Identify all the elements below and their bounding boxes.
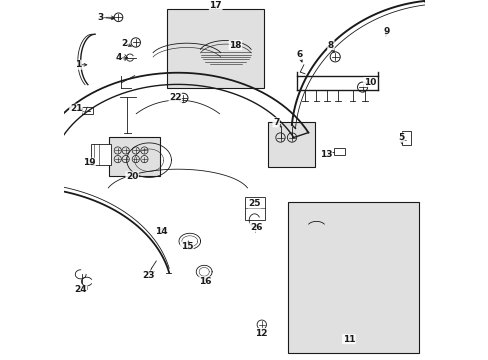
Text: 21: 21 [70,104,82,113]
Text: 1: 1 [75,60,81,69]
Text: 14: 14 [154,227,167,236]
Bar [333,148,344,155]
Text: 4: 4 [115,53,122,62]
Text: 15: 15 [180,242,193,251]
Text: 5: 5 [397,133,404,142]
Bar [244,197,264,220]
Text: 2: 2 [121,39,127,48]
Text: 16: 16 [198,277,211,286]
Text: 7: 7 [272,118,279,127]
Bar [401,131,410,145]
Text: 10: 10 [363,77,375,86]
Text: 9: 9 [383,27,389,36]
Text: 19: 19 [82,158,95,167]
Text: 25: 25 [248,199,260,208]
Text: 23: 23 [142,271,154,280]
Text: 13: 13 [319,150,331,158]
Text: 24: 24 [74,285,87,294]
Bar [81,107,92,114]
Text: 18: 18 [229,40,241,49]
Text: 3: 3 [97,13,103,22]
Text: 20: 20 [126,172,138,181]
Bar [267,122,314,167]
Text: 11: 11 [342,335,354,343]
Text: 12: 12 [255,328,267,338]
Bar [287,202,418,353]
Bar [109,137,160,176]
Text: 26: 26 [249,223,262,232]
Text: 22: 22 [169,94,181,102]
Text: 6: 6 [296,50,302,59]
Text: 17: 17 [209,1,222,10]
Text: 8: 8 [327,40,333,49]
Bar [167,9,264,88]
Bar [91,144,111,165]
